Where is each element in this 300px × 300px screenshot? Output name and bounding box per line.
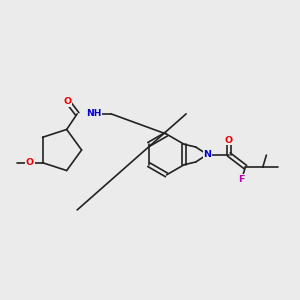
Text: F: F — [238, 175, 245, 184]
Text: O: O — [64, 97, 72, 106]
Text: O: O — [26, 158, 34, 167]
Text: NH: NH — [86, 110, 101, 118]
Text: O: O — [225, 136, 233, 145]
Text: N: N — [203, 150, 211, 159]
